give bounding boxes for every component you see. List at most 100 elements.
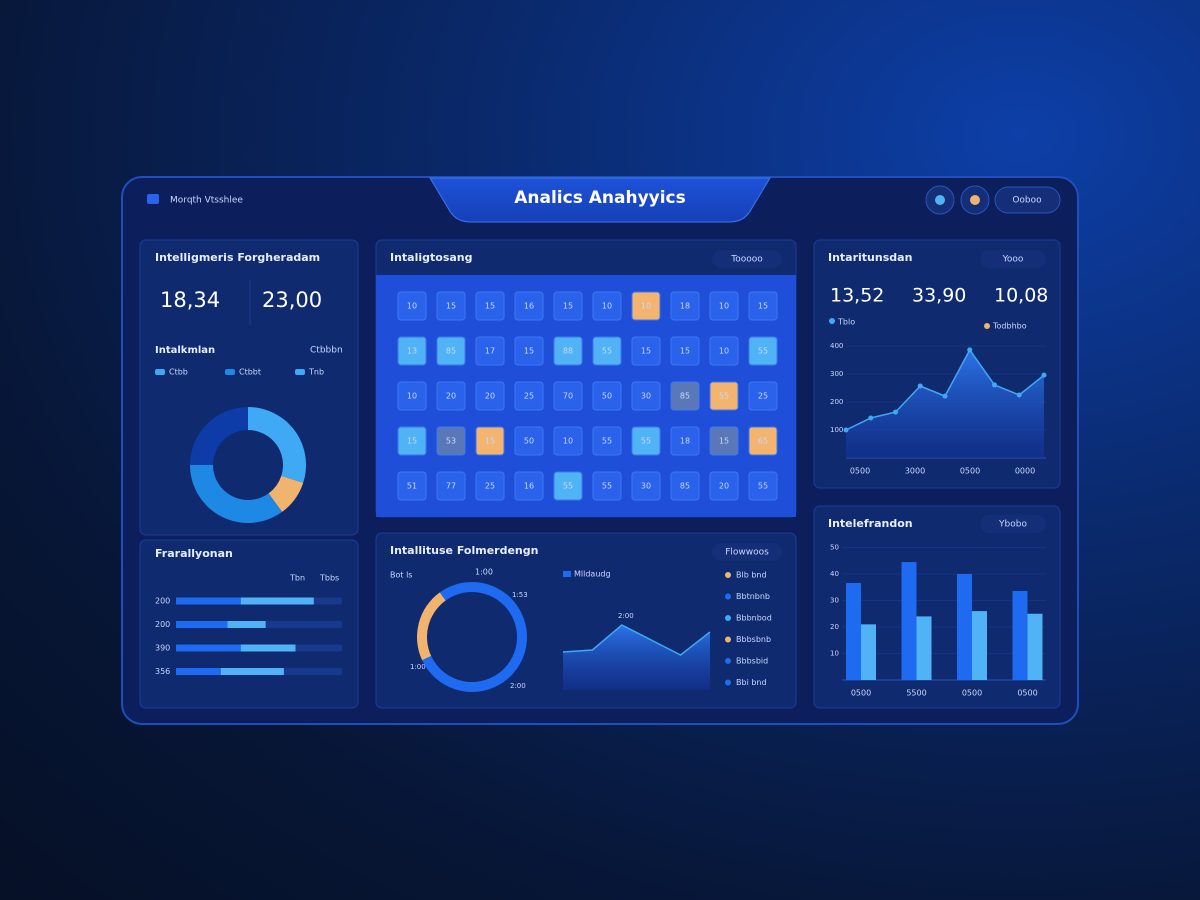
label: 0500 xyxy=(962,689,982,698)
button[interactable] xyxy=(980,250,1046,268)
label: 40 xyxy=(830,570,839,578)
label: 1:00 xyxy=(410,663,426,671)
legend-swatch xyxy=(295,369,305,375)
label: 15 xyxy=(485,302,495,311)
label: 15 xyxy=(758,302,768,311)
heatmap-cell xyxy=(475,336,505,366)
button[interactable] xyxy=(980,515,1046,533)
label: 55 xyxy=(602,347,612,356)
bar xyxy=(1012,590,1028,680)
legend-dot xyxy=(725,615,731,621)
heatmap-cell xyxy=(514,381,544,411)
label: 0000 xyxy=(1015,467,1035,476)
label: 20 xyxy=(485,392,495,401)
label: 55 xyxy=(602,482,612,491)
label: Bbbnbod xyxy=(736,614,772,623)
heatmap-cell xyxy=(670,291,700,321)
label: 15 xyxy=(485,437,495,446)
label: 18 xyxy=(680,437,690,446)
label: 50 xyxy=(830,544,839,552)
heatmap-cell xyxy=(553,291,583,321)
bar xyxy=(1027,613,1043,680)
label: 300 xyxy=(830,370,843,378)
heatmap-cell xyxy=(436,381,466,411)
heatmap-cell xyxy=(436,291,466,321)
heatmap-cell xyxy=(592,381,622,411)
label: Tbn xyxy=(289,574,305,583)
progress-bar xyxy=(227,621,266,628)
label: Intallituse Folmerdengn xyxy=(390,544,538,557)
label: Bbbsbnb xyxy=(736,635,771,644)
label: Frarallyonan xyxy=(155,547,233,560)
heatmap-cell xyxy=(748,336,778,366)
label: 200 xyxy=(830,398,843,406)
label: 55 xyxy=(563,482,573,491)
label: 15 xyxy=(563,302,573,311)
heatmap-cell xyxy=(475,381,505,411)
button[interactable] xyxy=(712,250,782,268)
label: 10 xyxy=(719,302,729,311)
heatmap-cell xyxy=(397,381,427,411)
donut-segment xyxy=(248,407,306,483)
label: Tbbs xyxy=(319,574,339,583)
legend-swatch xyxy=(225,369,235,375)
heatmap-cell xyxy=(670,471,700,501)
icon xyxy=(935,195,945,205)
label: 30 xyxy=(830,597,839,605)
heatmap-cell xyxy=(475,291,505,321)
heatmap-cell xyxy=(514,336,544,366)
label: 1:00 xyxy=(475,568,493,577)
heatmap-cell xyxy=(436,336,466,366)
heatmap-cell xyxy=(748,426,778,456)
heatmap-cell xyxy=(397,471,427,501)
label: 10 xyxy=(830,650,839,658)
label: 5500 xyxy=(906,689,926,698)
label: 55 xyxy=(602,437,612,446)
donut-segment xyxy=(417,592,446,661)
label: Intalkmlan xyxy=(155,345,215,356)
title-tab xyxy=(429,177,771,223)
menu-button[interactable] xyxy=(994,186,1061,214)
label: 55 xyxy=(758,347,768,356)
legend-dot xyxy=(725,658,731,664)
label: Bbbsbid xyxy=(736,657,768,666)
heatmap-cell xyxy=(514,426,544,456)
label: Flowwoos xyxy=(725,548,769,558)
line xyxy=(562,624,711,656)
heatmap-cell xyxy=(748,381,778,411)
label: 15 xyxy=(446,302,456,311)
point xyxy=(843,427,849,433)
point xyxy=(1041,372,1047,378)
area xyxy=(846,349,1044,458)
label: Intelefrandon xyxy=(828,517,913,530)
label: 70 xyxy=(563,392,573,401)
label: 10 xyxy=(563,437,573,446)
legend-dot xyxy=(725,572,731,578)
progress-bar xyxy=(220,668,284,675)
heatmap-cell xyxy=(631,291,661,321)
label: 10 xyxy=(719,347,729,356)
heatmap-cell xyxy=(397,426,427,456)
label: 0500 xyxy=(851,689,871,698)
label: Tblo xyxy=(837,318,855,327)
point xyxy=(967,347,973,353)
heatmap-cell xyxy=(397,336,427,366)
button[interactable] xyxy=(712,543,782,561)
label: 85 xyxy=(446,347,456,356)
donut-segment xyxy=(268,475,304,512)
label: 390 xyxy=(155,644,170,653)
label: 200 xyxy=(155,597,170,606)
label: Bot ls xyxy=(390,571,412,580)
label: 25 xyxy=(758,392,768,401)
progress-bar xyxy=(176,621,228,628)
heatmap-cell xyxy=(709,471,739,501)
legend-dot xyxy=(725,593,731,600)
point xyxy=(917,383,923,389)
label: 50 xyxy=(524,437,534,446)
label: 0500 xyxy=(960,467,980,476)
point xyxy=(868,415,874,421)
heatmap-cell xyxy=(475,471,505,501)
heatmap-cell xyxy=(592,471,622,501)
label: Intaritunsdan xyxy=(828,251,912,264)
